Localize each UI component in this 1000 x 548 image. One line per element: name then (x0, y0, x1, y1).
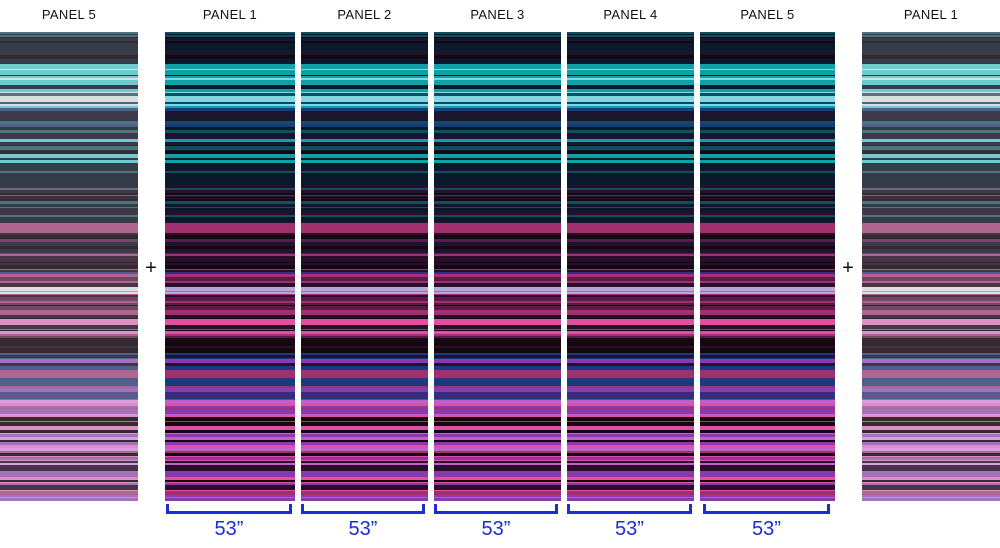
width-bracket-4 (567, 504, 692, 514)
width-bracket-5 (703, 504, 830, 514)
panel-3-image (434, 32, 561, 501)
panel-2-image (301, 32, 428, 501)
panel-label-3: PANEL 3 (470, 7, 525, 22)
width-label-4: 53” (615, 518, 644, 540)
panel-label-preview-right: PANEL 1 (903, 7, 959, 22)
panel-label-1: PANEL 1 (202, 7, 258, 22)
width-label-1: 53” (214, 518, 244, 540)
panel-preview-right-image (862, 32, 1000, 501)
width-label-2: 53” (348, 518, 378, 540)
plus-icon-left: + (145, 257, 157, 279)
panel-label-5: PANEL 5 (740, 7, 795, 22)
width-label-5: 53” (752, 518, 781, 540)
panel-preview-left-image (0, 32, 138, 501)
width-bracket-1 (166, 504, 292, 514)
panel-5-image (700, 32, 835, 501)
panel-1-image (165, 32, 295, 501)
plus-icon-right: + (842, 257, 854, 279)
width-bracket-3 (434, 504, 558, 514)
panel-label-preview-left: PANEL 5 (41, 7, 97, 22)
width-label-3: 53” (481, 518, 511, 540)
width-bracket-2 (301, 504, 425, 514)
panel-label-2: PANEL 2 (337, 7, 392, 22)
panel-label-4: PANEL 4 (603, 7, 658, 22)
panel-4-image (567, 32, 694, 501)
